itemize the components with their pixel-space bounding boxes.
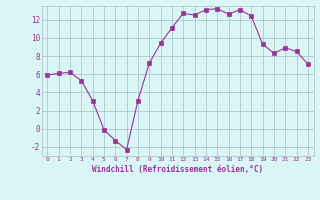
- X-axis label: Windchill (Refroidissement éolien,°C): Windchill (Refroidissement éolien,°C): [92, 165, 263, 174]
